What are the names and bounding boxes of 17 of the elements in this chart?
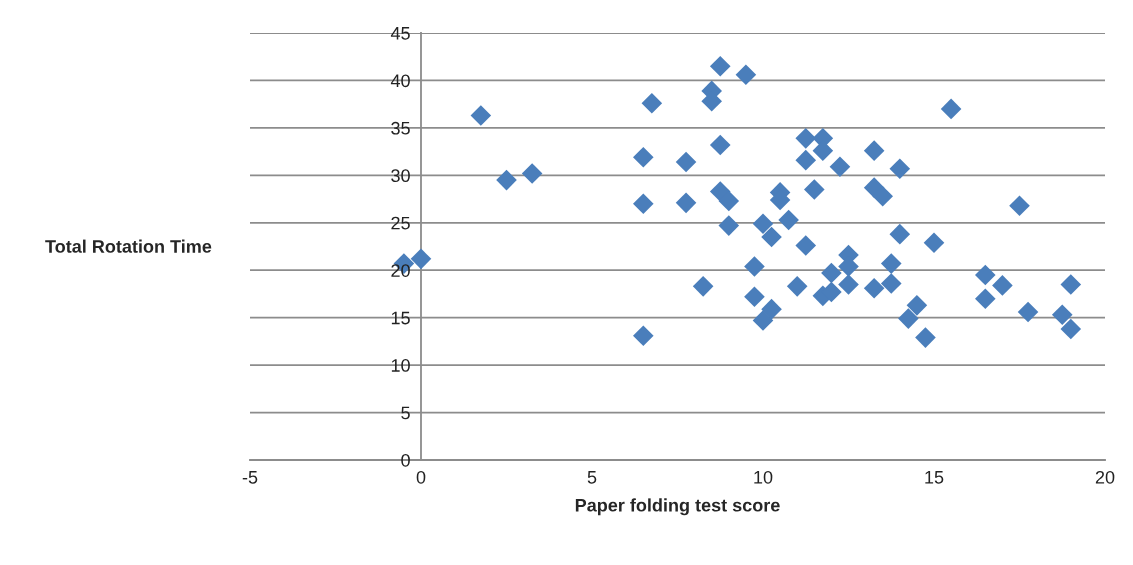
- y-tick-label: 25: [391, 216, 410, 230]
- x-tick-label: 20: [1095, 470, 1115, 484]
- y-tick-label: 35: [391, 121, 410, 135]
- y-tick-label: 15: [391, 311, 410, 325]
- y-tick-label: 45: [390, 27, 410, 40]
- x-axis-title: Paper folding test score: [575, 498, 780, 516]
- y-axis-title: Total Rotation Time: [45, 239, 212, 253]
- x-tick-label: 10: [754, 470, 773, 484]
- y-tick-label: 5: [401, 406, 410, 420]
- x-tick-label: 5: [587, 471, 597, 484]
- y-tick-label: 10: [391, 359, 410, 372]
- y-tick-label: 0: [401, 453, 410, 467]
- x-tick-label: 0: [416, 470, 426, 484]
- x-tick-label: -5: [242, 471, 258, 484]
- y-tick-label: 30: [391, 169, 410, 183]
- y-tick-label: 40: [390, 74, 410, 88]
- x-tick-label: 15: [925, 471, 944, 484]
